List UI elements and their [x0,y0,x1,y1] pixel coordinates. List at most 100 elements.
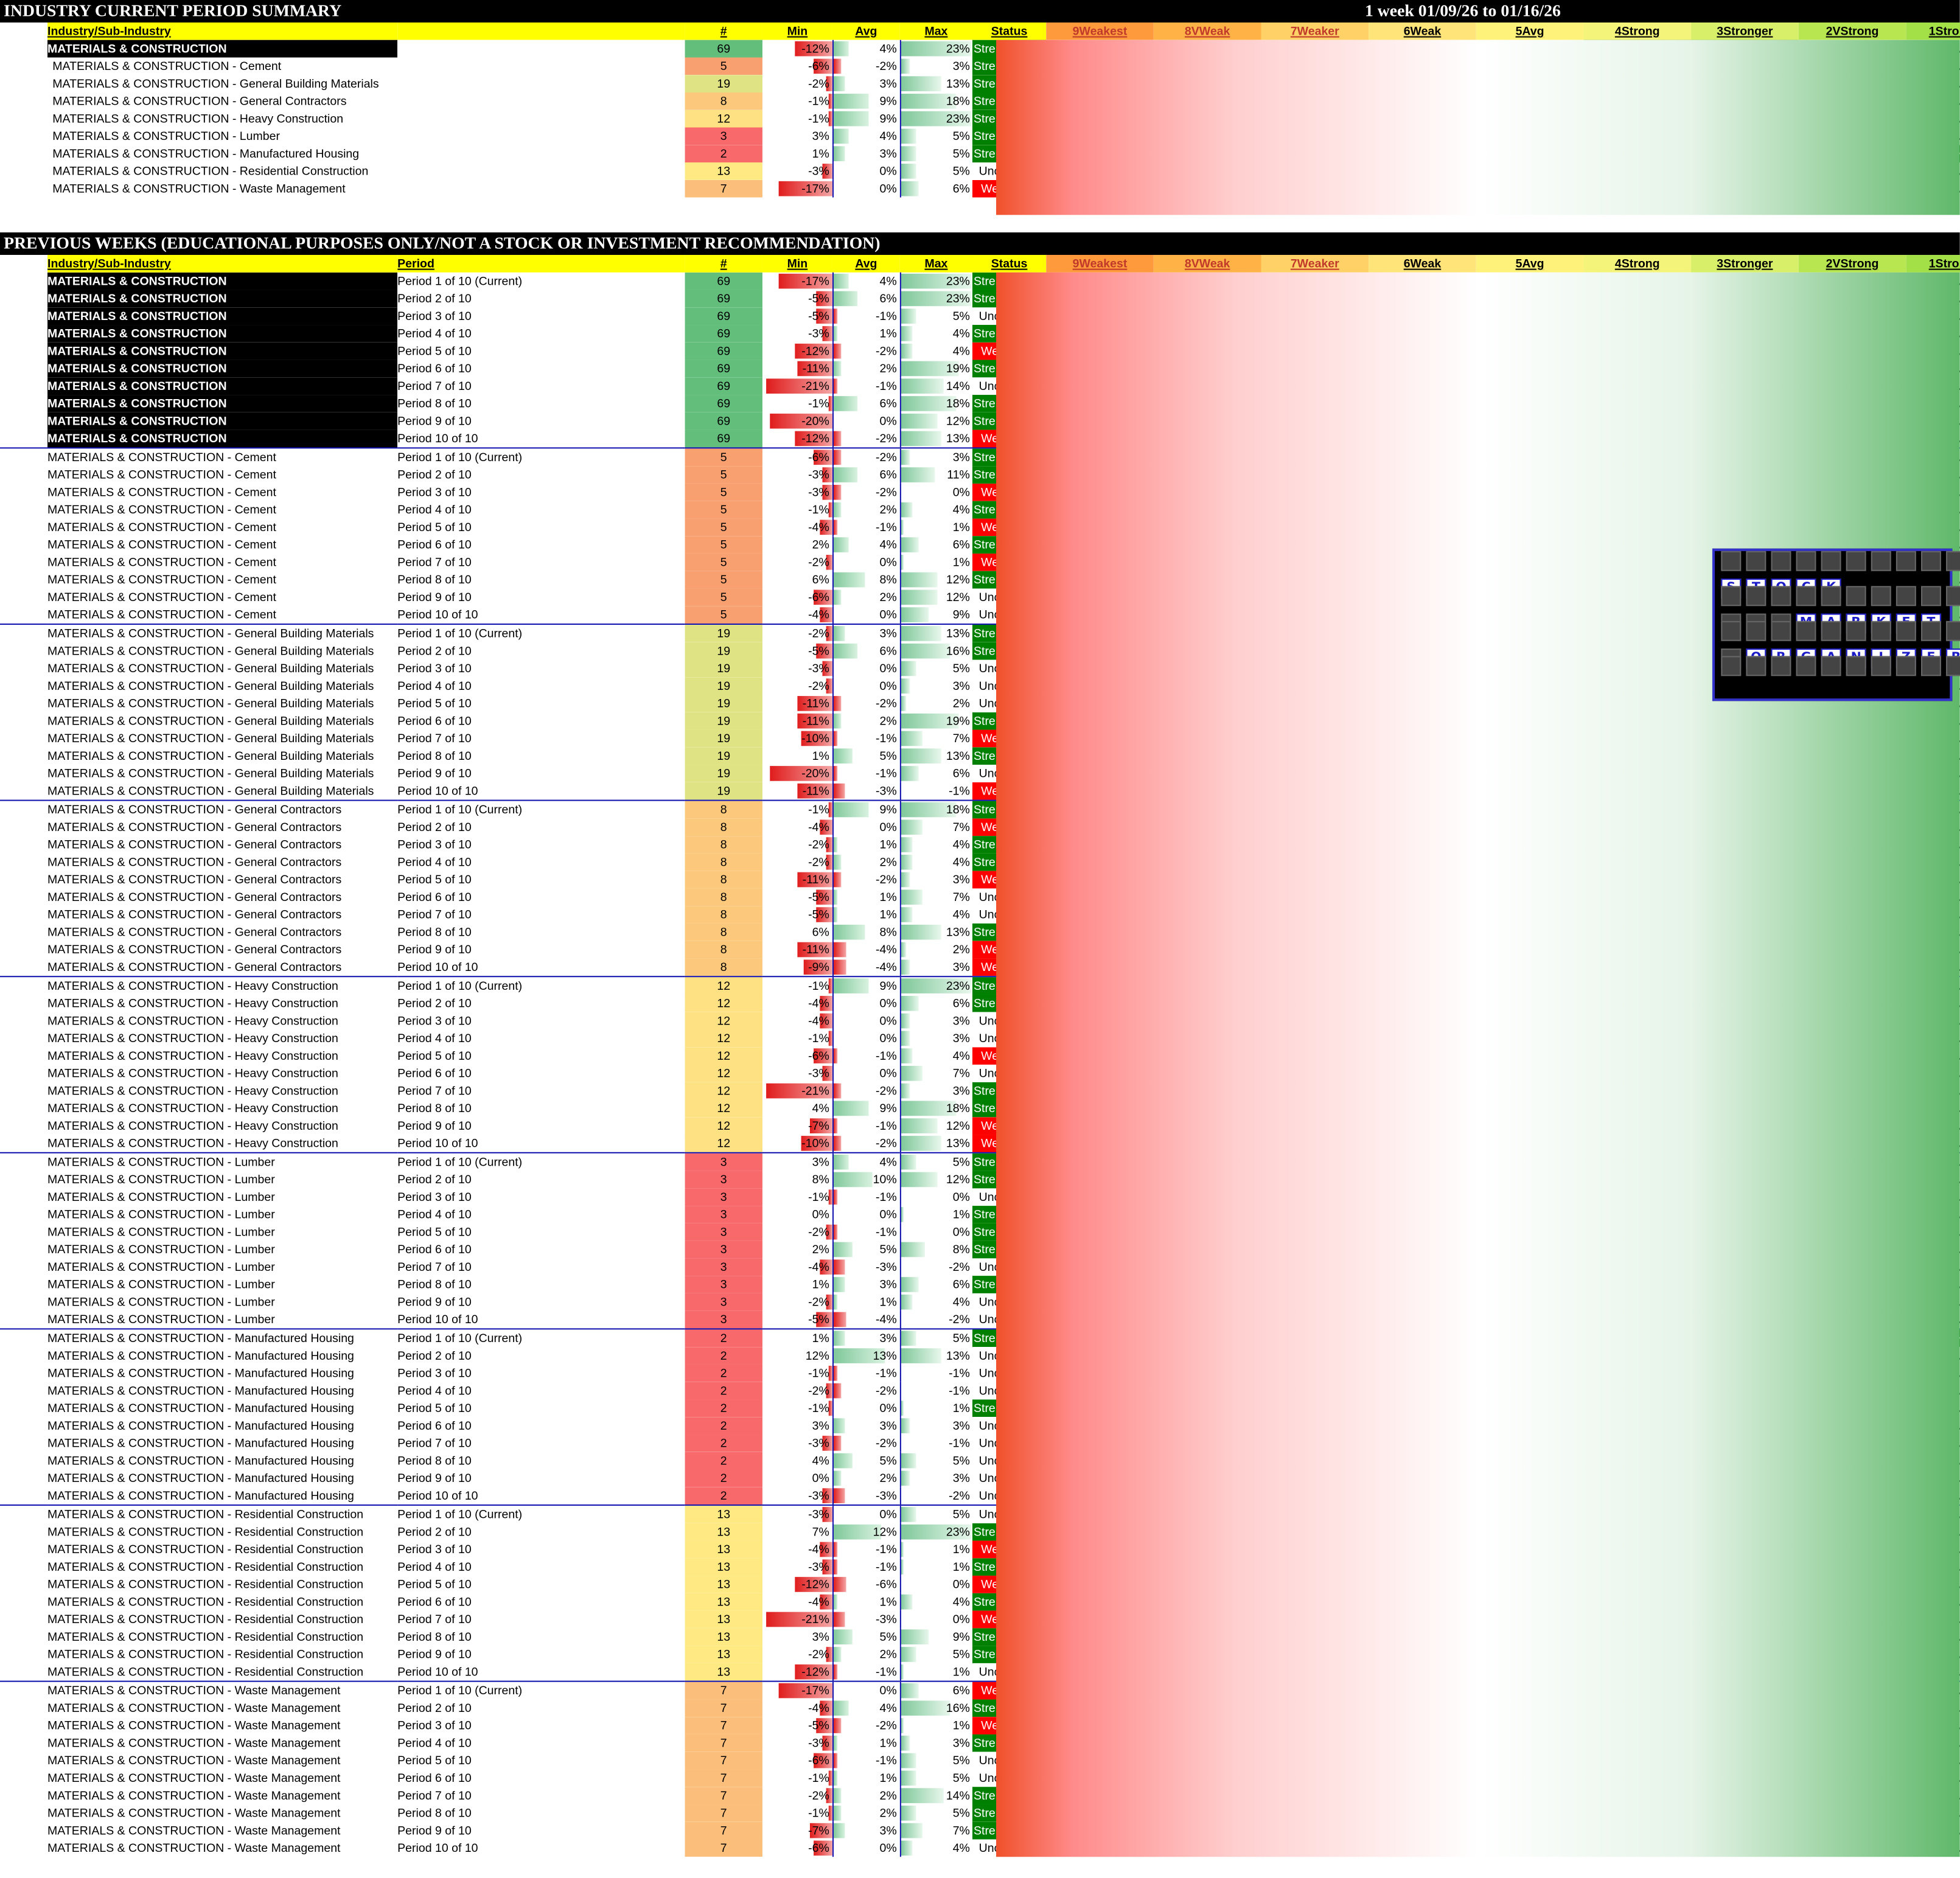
avg-cell-bar [834,783,845,799]
min-cell: -12% [762,430,832,448]
min-cell: 7% [762,1523,832,1541]
period-label: Period 3 of 10 [397,1719,472,1733]
avg-cell-value: 1% [879,1595,897,1609]
period-label: Period 3 of 10 [397,485,472,499]
avg-cell: 0% [831,162,900,180]
avg-cell: -1% [831,377,900,395]
min-cell-value: -6% [808,1049,829,1063]
industry-name: MATERIALS & CONSTRUCTION - Lumber [47,1225,275,1239]
min-cell: -6% [762,1047,832,1065]
avg-cell-value: -3% [876,1612,897,1627]
min-cell-value: -2% [808,77,829,91]
industry-name: MATERIALS & CONSTRUCTION - Waste Managem… [47,1789,341,1803]
period-label: Period 10 of 10 [397,1841,478,1855]
avg-cell: -3% [831,1487,900,1506]
max-cell: 23% [899,290,973,308]
avg-cell-value: 4% [879,274,897,288]
count-cell: 13 [685,162,762,180]
period-label: Period 6 of 10 [397,1242,472,1257]
header-s8: 8VWeak [1153,255,1261,273]
count-cell: 69 [685,360,762,378]
count-cell: 3 [685,1240,762,1259]
period-label: Period 6 of 10 [397,1066,472,1080]
avg-cell-value: -1% [876,1542,897,1557]
period-label: Period 7 of 10 [397,1083,472,1098]
max-cell: 6% [899,1276,973,1293]
max-cell-bar [901,467,935,482]
max-cell-bar [901,661,916,676]
row-spacer [0,307,47,325]
min-cell-value: -1% [808,111,829,126]
min-cell: -17% [762,180,832,198]
period-label: Period 2 of 10 [397,996,472,1010]
row-spacer [0,1171,47,1189]
count-cell: 7 [685,1821,762,1840]
row-spacer [0,1541,47,1559]
min-cell: -2% [762,854,832,871]
avg-cell-value: 1% [879,908,897,922]
count-cell: 7 [685,1839,762,1857]
max-cell: 16% [899,642,973,660]
industry-name: MATERIALS & CONSTRUCTION - Lumber [47,1208,275,1222]
max-cell: 12% [899,588,973,607]
row-spacer [0,1047,47,1065]
avg-cell: 2% [831,501,900,519]
period-row: MATERIALS & CONSTRUCTION Period 6 of 10 69… [0,360,1960,378]
min-cell-bar [778,273,832,289]
max-cell-bar [901,378,944,394]
avg-cell: -1% [831,1223,900,1241]
avg-cell-bar [834,94,869,109]
row-spacer [0,92,47,110]
count-cell: 19 [685,729,762,748]
max-cell-bar [901,607,929,622]
count-cell: 13 [685,1540,762,1559]
industry-name: MATERIALS & CONSTRUCTION - Manufactured … [47,1471,354,1486]
avg-cell-bar [834,291,857,307]
min-cell: -4% [762,1258,832,1276]
period-label: Period 5 of 10 [397,1049,472,1063]
max-cell: 1% [899,553,973,571]
industry-name: MATERIALS & CONSTRUCTION - Waste Managem… [47,1736,341,1750]
logo-tile [1796,586,1816,607]
count-cell: 5 [685,501,762,519]
min-cell: -7% [762,1117,832,1135]
max-cell-value: 6% [952,1278,970,1292]
max-cell: 3% [899,57,973,75]
industry-name: MATERIALS & CONSTRUCTION - Manufactured … [47,1419,354,1433]
avg-cell-value: 9% [879,1101,897,1116]
header-industry: Industry/Sub-Industry [47,255,398,273]
max-cell-value: 1% [952,1542,970,1557]
count-cell: 12 [685,110,762,128]
min-cell: -5% [762,888,832,906]
avg-cell: 0% [831,1504,900,1523]
max-cell: 4% [899,853,973,871]
logo-tile [1920,586,1941,607]
logo-tile [1796,621,1816,641]
max-cell-bar [901,76,941,91]
min-cell-value: -4% [808,520,829,535]
industry-name: MATERIALS & CONSTRUCTION - Cement [47,503,276,517]
max-cell-value: 4% [952,838,970,852]
min-cell: -1% [762,92,832,110]
avg-cell-value: 2% [879,855,897,869]
min-cell-value: -1% [808,1401,829,1416]
max-cell-bar [901,431,941,447]
strength-heatmap-background [996,272,1960,1857]
avg-cell: 0% [831,677,900,695]
avg-cell: -1% [831,1188,900,1206]
logo-tile [1846,551,1866,571]
max-cell: 19% [899,712,973,730]
max-cell: 7% [899,1821,973,1840]
max-cell: 14% [899,1787,973,1804]
avg-cell: -2% [831,447,900,467]
min-cell-bar [816,291,832,307]
logo-tile [1721,551,1742,571]
max-cell-value: 4% [952,327,970,341]
row-spacer [0,695,47,712]
min-cell-bar [828,396,832,411]
min-cell: 12% [762,1347,832,1365]
header-s6: 6Weak [1369,22,1476,40]
period-label: Period 10 of 10 [397,1664,478,1679]
header-count: # [685,255,762,273]
avg-cell-bar [834,41,849,57]
